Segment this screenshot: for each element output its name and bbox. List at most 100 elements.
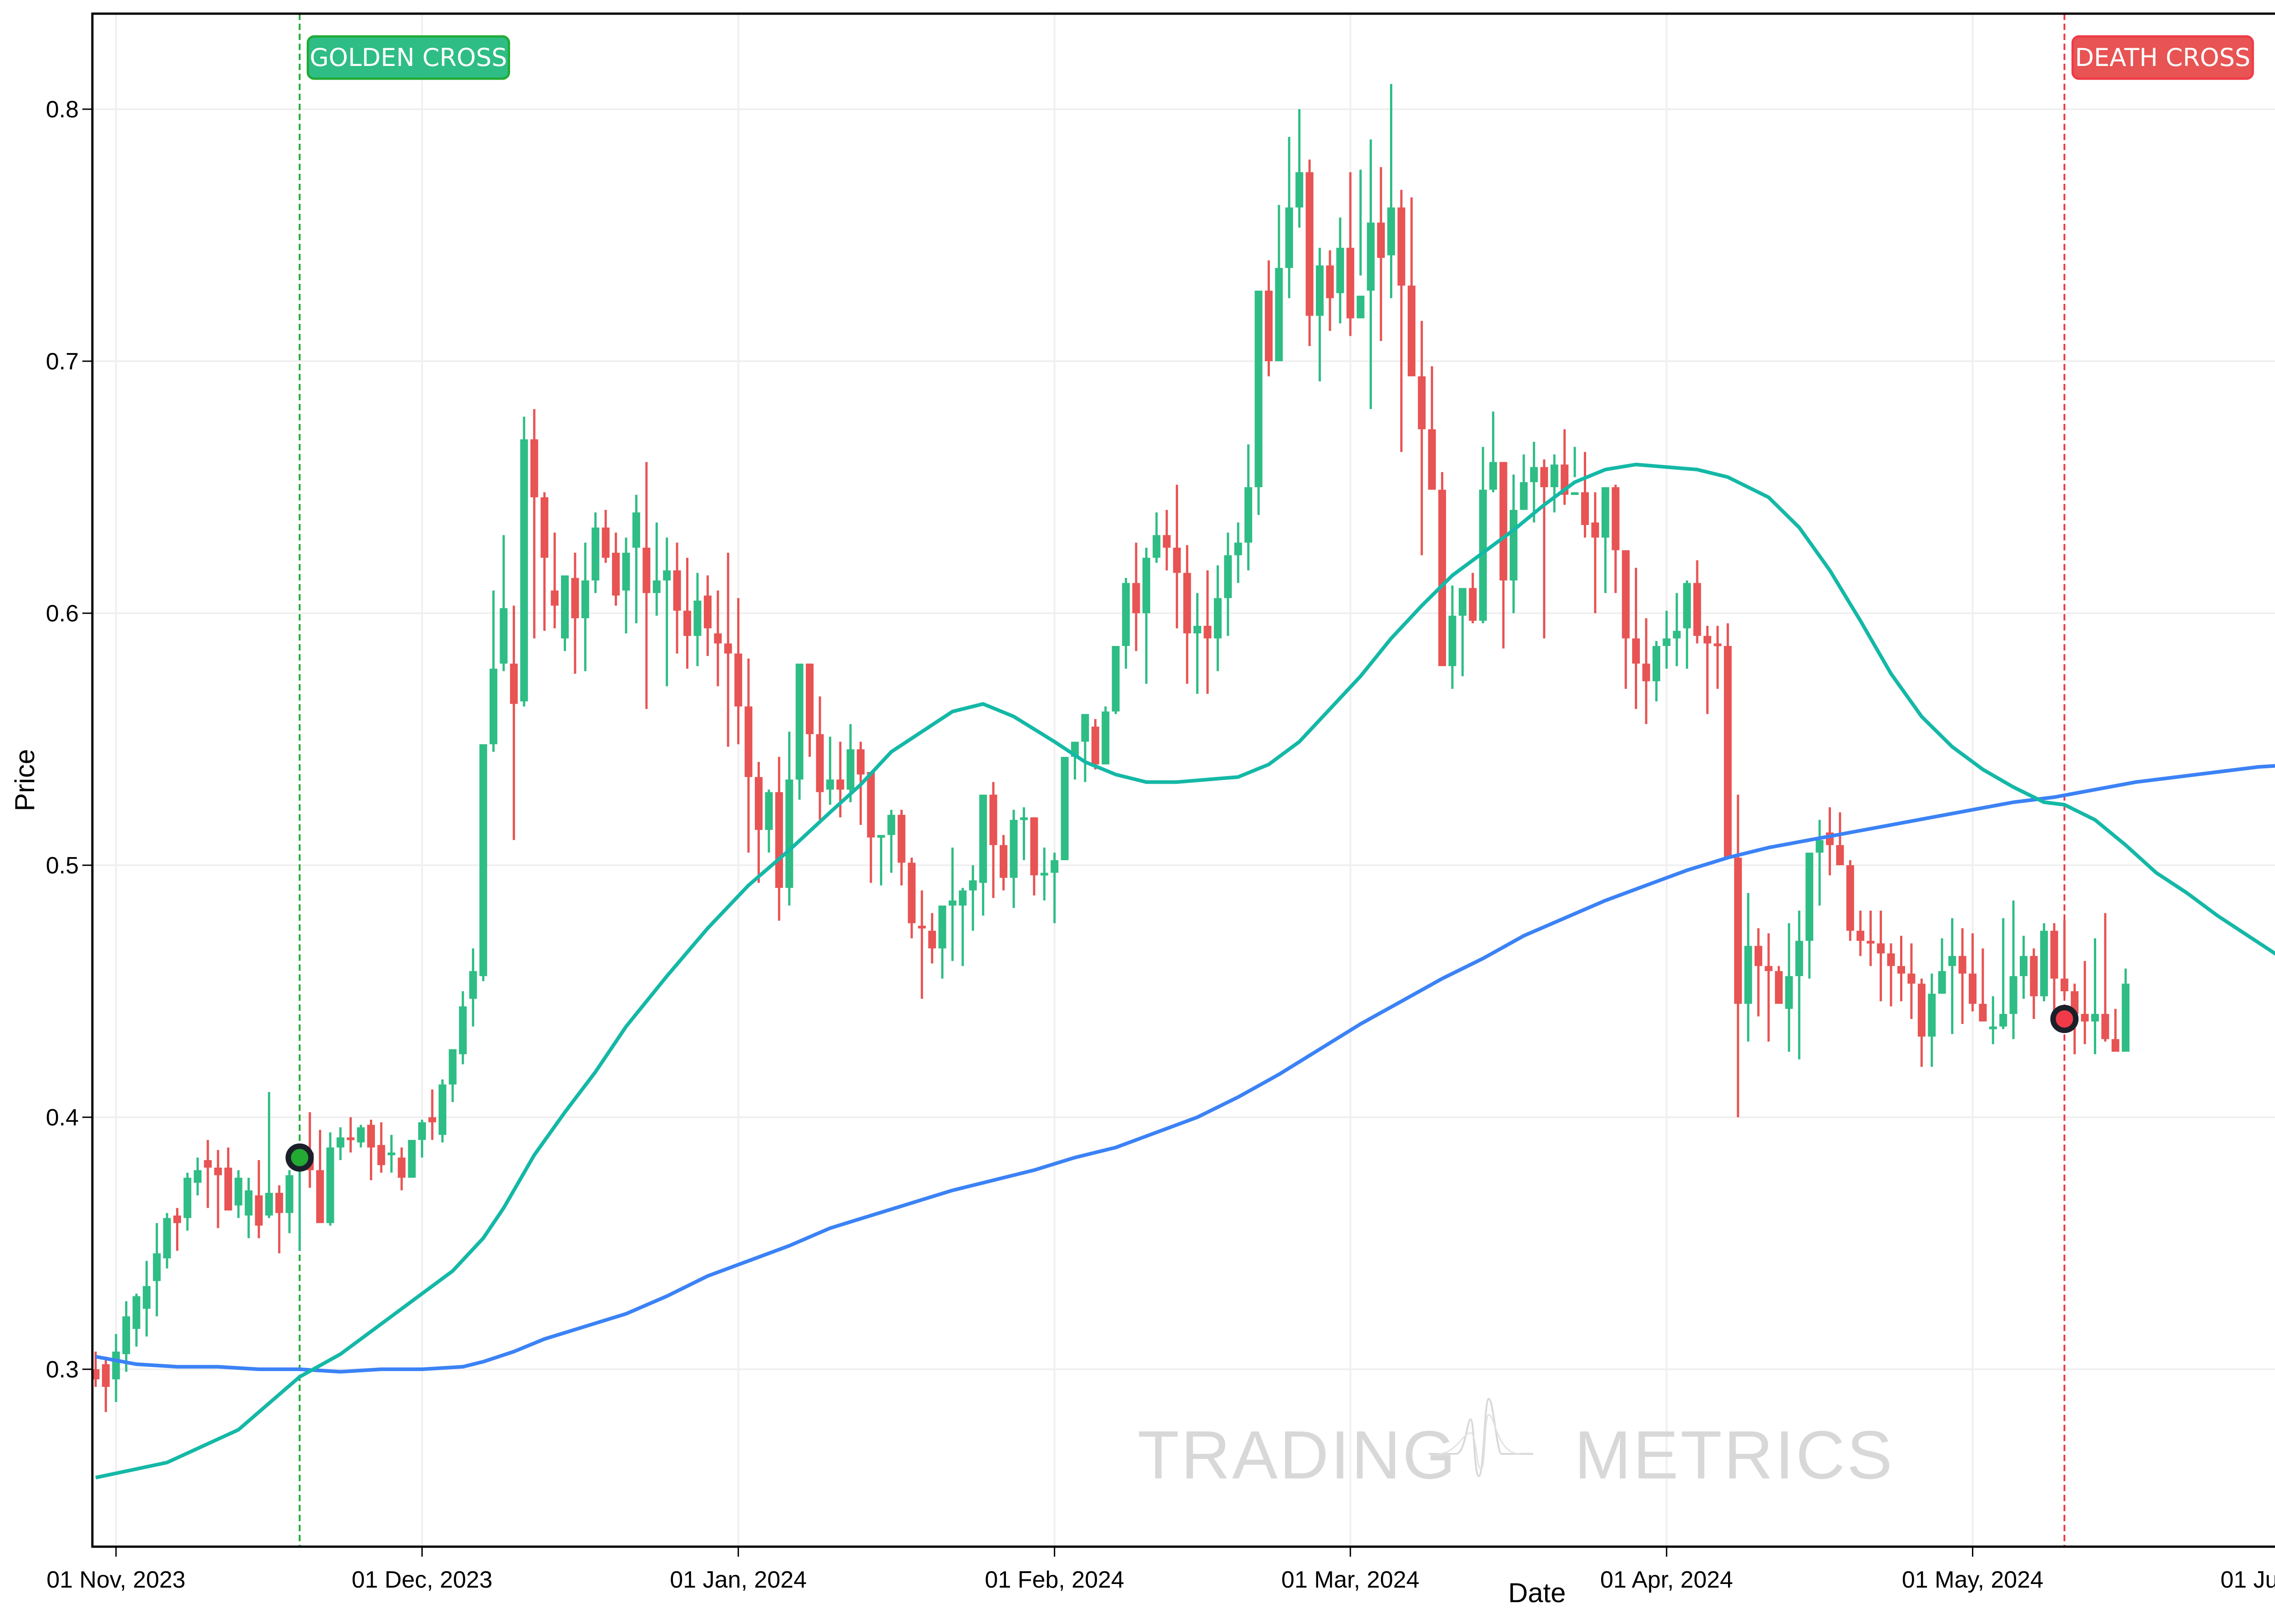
candle-body (398, 1157, 406, 1178)
candle-up (622, 537, 630, 634)
candle-down (1203, 570, 1212, 694)
candle-up (1510, 474, 1518, 613)
candle-body (877, 835, 885, 838)
candle-body (357, 1127, 365, 1143)
x-tick-label: 01 Dec, 2023 (352, 1567, 492, 1593)
y-tick-label: 0.8 (46, 96, 79, 123)
candle-up (285, 1170, 293, 1233)
candle-down (1264, 260, 1273, 377)
candle-up (1336, 217, 1344, 323)
candle-body (724, 643, 732, 654)
candle-up (1224, 532, 1232, 636)
candle-body (663, 570, 671, 580)
candle-up (2009, 900, 2017, 1039)
candle-body (703, 595, 712, 629)
candle-body (1928, 994, 1936, 1037)
candle-up (1071, 741, 1079, 780)
candle-body (469, 971, 477, 999)
candle-up (1744, 893, 1752, 1042)
candle-body (2060, 978, 2068, 991)
candle-body (1132, 583, 1140, 613)
candle-body (1326, 265, 1334, 298)
candle-body (428, 1117, 436, 1123)
candle-body (1458, 588, 1466, 616)
candle-down (908, 857, 916, 938)
candle-body (1316, 265, 1324, 316)
candle-body (1367, 222, 1375, 291)
candle-up (234, 1170, 243, 1218)
candle-up (520, 416, 528, 706)
candle-body (1091, 726, 1099, 765)
candle-body (938, 905, 946, 948)
candle-down (1704, 625, 1712, 714)
candle-down (1377, 167, 1385, 341)
candle-down (602, 509, 610, 563)
candle-body (1234, 542, 1242, 555)
candle-body (173, 1215, 182, 1223)
sma50-line (95, 463, 2275, 1480)
candle-down (1866, 910, 1875, 966)
candle-body (520, 439, 528, 701)
candle-down (1877, 910, 1885, 1002)
candle-down (703, 575, 712, 656)
candle-up (561, 575, 569, 651)
candle-up (1213, 565, 1222, 671)
candle-body (1305, 172, 1314, 316)
candle-down (367, 1120, 375, 1180)
candle-up (1010, 810, 1018, 908)
candle-down (551, 532, 559, 629)
candle-body (255, 1195, 263, 1226)
candle-down (1764, 933, 1773, 1042)
candle-body (204, 1160, 212, 1168)
candle-down (1091, 719, 1099, 770)
candle-body (438, 1084, 446, 1135)
golden-cross-badge: GOLDEN CROSS (307, 35, 511, 80)
candle-body (1622, 550, 1630, 639)
candle-body (989, 794, 997, 845)
candle-down (897, 810, 905, 886)
y-axis-title: Price (10, 749, 40, 812)
candle-up (1244, 444, 1253, 570)
candle-body (1448, 615, 1456, 666)
candle-body (1877, 943, 1885, 953)
candle-body (1683, 583, 1691, 629)
candle-body (683, 610, 692, 636)
candle-body (1704, 635, 1712, 644)
candle-body (571, 578, 579, 619)
cross-badges: GOLDEN CROSS DEATH CROSS (307, 35, 2254, 80)
candle-up (1142, 547, 1150, 684)
x-tick-label: 01 Jun, 2024 (2220, 1567, 2275, 1593)
candle-down (806, 663, 814, 757)
candle-down (673, 542, 681, 654)
candle-down (204, 1140, 212, 1208)
candle-body (1051, 860, 1059, 873)
candle-down (928, 913, 936, 964)
candle-up (183, 1172, 192, 1231)
candle-body (622, 553, 630, 591)
candle-body (1213, 598, 1222, 639)
x-tick-label: 01 Feb, 2024 (985, 1567, 1124, 1593)
candle-body (142, 1286, 151, 1309)
candle-body (1907, 973, 1916, 984)
candle-up (1683, 580, 1691, 669)
candle-down (1917, 978, 1926, 1067)
candle-body (1846, 865, 1854, 931)
candle-up (632, 494, 640, 624)
watermark: TRADING METRICS (1138, 1397, 1892, 1493)
candle-up (387, 1135, 395, 1173)
candle-body (785, 779, 794, 888)
candle-body (1897, 966, 1905, 974)
candle-body (602, 527, 610, 558)
candle-down (102, 1357, 110, 1412)
candle-up (1102, 706, 1110, 765)
candle-up (1153, 512, 1161, 563)
candle-up (948, 847, 956, 961)
candle-body (2040, 931, 2048, 997)
candle-body (1224, 555, 1232, 598)
candle-down (1632, 568, 1640, 709)
candle-up (1081, 714, 1089, 782)
candle-body (132, 1296, 141, 1329)
candle-body (1948, 956, 1956, 966)
candle-down (1499, 462, 1507, 649)
